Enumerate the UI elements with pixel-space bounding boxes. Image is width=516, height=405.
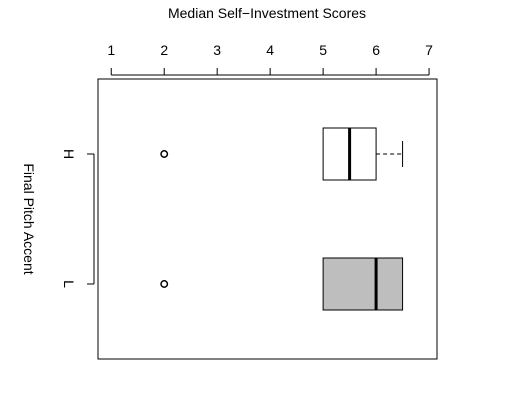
x-tick-label: 1: [107, 42, 115, 58]
y-axis-label: Final Pitch Accent: [21, 163, 37, 274]
plot-frame: [97, 78, 438, 360]
x-tick-label: 2: [160, 42, 168, 58]
x-tick-label: 7: [425, 42, 433, 58]
x-tick-label: 5: [319, 42, 327, 58]
x-tick-label: 6: [372, 42, 380, 58]
chart-title: Median Self−Investment Scores: [168, 5, 366, 21]
outlier-point: [160, 280, 169, 288]
x-tick-label: 3: [213, 42, 221, 58]
box-series: [160, 127, 404, 311]
y-tick-label: H: [61, 149, 77, 159]
outlier-point: [160, 150, 169, 158]
box-L: [160, 257, 404, 311]
y-axis: HL: [61, 149, 95, 288]
box-H: [160, 127, 404, 181]
x-axis: 1 2 3 4 5 6 7: [107, 42, 433, 76]
x-tick-label: 4: [266, 42, 274, 58]
box-iqr: [322, 257, 404, 311]
y-tick-label: L: [61, 280, 77, 288]
